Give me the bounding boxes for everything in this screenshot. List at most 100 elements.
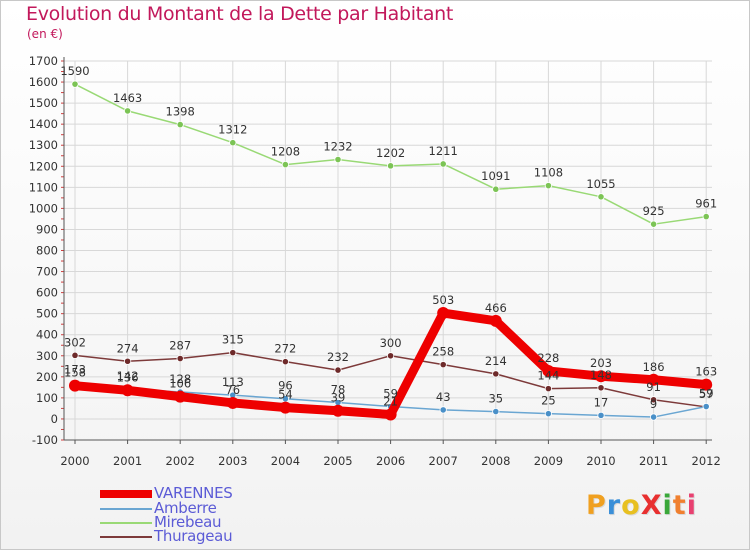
data-label-amberre: 59: [383, 387, 398, 401]
y-tick-label: 500: [36, 307, 58, 321]
data-label-thurageau: 302: [64, 335, 86, 349]
data-label-varennes: 136: [117, 370, 139, 384]
data-label-thurageau: 315: [222, 333, 244, 347]
data-label-mirebeau: 1202: [376, 146, 405, 160]
data-point-varennes: [542, 364, 555, 377]
x-tick-label: 2009: [534, 454, 563, 468]
y-tick-label: 1100: [29, 180, 58, 194]
y-tick-label: 1300: [29, 138, 58, 152]
proxiti-logo: ProXiti: [586, 490, 697, 521]
data-label-thurageau: 214: [485, 354, 507, 368]
legend-swatch: [100, 536, 152, 538]
data-point-varennes: [69, 379, 81, 392]
data-label-mirebeau: 1108: [534, 166, 563, 180]
y-tick-label: 1400: [29, 117, 58, 131]
data-label-mirebeau: 1398: [166, 105, 195, 119]
legend-label-thurageau: Thurageau: [154, 527, 233, 545]
x-tick-label: 2003: [218, 454, 247, 468]
data-point-mirebeau: [649, 220, 658, 228]
data-point-varennes: [384, 408, 397, 421]
x-tick-label: 2008: [481, 454, 510, 468]
x-tick-label: 2001: [113, 454, 142, 468]
y-tick-label: 1500: [29, 96, 58, 110]
data-label-varennes: 106: [169, 377, 191, 391]
data-label-amberre: 25: [541, 394, 556, 408]
data-label-thurageau: 148: [590, 368, 612, 382]
data-label-thurageau: 274: [117, 341, 139, 355]
data-label-thurageau: 144: [537, 369, 559, 383]
data-label-mirebeau: 1208: [271, 145, 300, 159]
legend-swatch: [100, 508, 152, 510]
logo-letter: i: [686, 490, 697, 521]
data-point-varennes: [595, 370, 607, 383]
logo-letter: t: [672, 490, 687, 521]
data-point-thurageau: [544, 385, 553, 393]
data-point-thurageau: [176, 354, 184, 363]
data-point-mirebeau: [124, 107, 132, 115]
legend-swatch: [100, 490, 152, 498]
logo-letter: r: [606, 490, 622, 521]
data-point-thurageau: [71, 351, 79, 359]
data-label-mirebeau: 1091: [481, 169, 510, 183]
data-point-amberre: [702, 402, 710, 411]
data-point-thurageau: [334, 366, 342, 374]
data-point-mirebeau: [492, 185, 500, 193]
x-tick-label: 2012: [692, 454, 721, 468]
data-point-thurageau: [386, 352, 395, 360]
data-point-thurageau: [649, 396, 658, 404]
y-tick-label: 1000: [29, 201, 58, 215]
x-tick-label: 2006: [376, 454, 405, 468]
data-label-mirebeau: 961: [695, 197, 717, 211]
x-tick-label: 2000: [60, 454, 89, 468]
data-point-thurageau: [597, 384, 605, 392]
legend-label-mirebeau: Mirebeau: [154, 513, 222, 531]
data-point-mirebeau: [439, 160, 447, 168]
y-tick-label: 1700: [29, 54, 58, 68]
data-label-amberre: 173: [64, 363, 86, 377]
data-label-amberre: 35: [488, 392, 503, 406]
data-label-mirebeau: 925: [643, 204, 665, 218]
data-label-varennes: 54: [278, 388, 293, 402]
legend-label-amberre: Amberre: [154, 499, 217, 517]
data-point-mirebeau: [71, 80, 79, 88]
data-point-thurageau: [439, 361, 447, 369]
data-point-varennes: [489, 314, 502, 327]
data-point-varennes: [437, 307, 450, 320]
data-label-varennes: 186: [643, 360, 665, 374]
logo-letter: P: [586, 490, 607, 521]
data-label-mirebeau: 1463: [113, 91, 142, 105]
data-point-mirebeau: [229, 139, 237, 147]
data-label-amberre: 128: [169, 372, 191, 386]
y-tick-label: 1200: [29, 159, 58, 173]
data-label-amberre: 17: [594, 395, 609, 409]
data-point-thurageau: [124, 357, 132, 365]
data-point-mirebeau: [386, 162, 395, 170]
unit-label: (en €): [27, 27, 63, 41]
data-point-amberre: [649, 413, 658, 421]
data-label-mirebeau: 1312: [218, 123, 247, 137]
data-point-mirebeau: [281, 160, 289, 169]
data-point-varennes: [700, 378, 713, 391]
x-tick-label: 2005: [323, 454, 352, 468]
data-point-thurageau: [492, 370, 500, 378]
x-tick-label: 2004: [271, 454, 300, 468]
data-label-varennes: 39: [331, 391, 346, 405]
data-point-amberre: [544, 410, 553, 418]
data-point-varennes: [174, 390, 187, 403]
data-label-amberre: 142: [117, 369, 139, 383]
data-point-mirebeau: [597, 193, 605, 201]
data-point-mirebeau: [334, 155, 342, 164]
data-label-mirebeau: 1590: [60, 64, 89, 78]
data-point-mirebeau: [176, 120, 184, 129]
data-label-thurageau: 232: [327, 350, 349, 364]
data-point-mirebeau: [702, 213, 710, 221]
legend-label-varennes: VARENNES: [154, 484, 233, 502]
logo-letter: i: [662, 490, 673, 521]
y-tick-label: 400: [36, 328, 58, 342]
x-tick-label: 2011: [639, 454, 668, 468]
legend-swatch: [100, 522, 152, 524]
data-label-thurageau: 300: [380, 336, 402, 350]
data-point-varennes: [332, 404, 344, 417]
y-tick-label: 200: [36, 370, 58, 384]
